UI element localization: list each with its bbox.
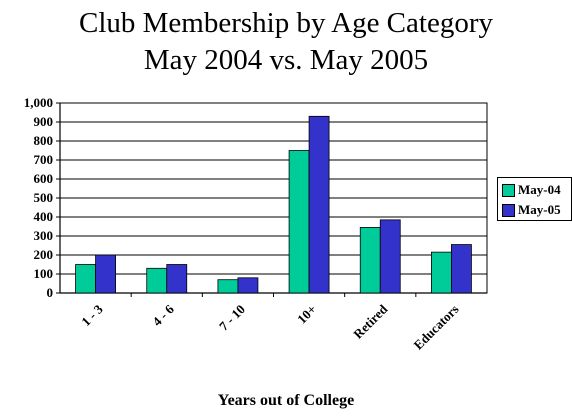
y-tick-label: 1,000 xyxy=(24,95,53,110)
x-tick-label: Retired xyxy=(350,301,391,342)
y-tick-label: 400 xyxy=(34,209,54,224)
legend-label-may-04: May-04 xyxy=(518,182,561,197)
x-axis-label: Years out of College xyxy=(217,392,355,409)
x-tick-label: 1 - 3 xyxy=(78,301,106,329)
bar-may-05-0 xyxy=(95,254,116,294)
y-tick-label: 800 xyxy=(34,133,54,148)
bar-may-05-4 xyxy=(379,219,401,294)
bar-may-04-2 xyxy=(217,279,239,294)
y-tick-label: 700 xyxy=(34,152,54,167)
legend-item-may-04: May-04 xyxy=(502,182,561,198)
y-tick-label: 900 xyxy=(34,114,54,129)
x-tick-label: Educators xyxy=(411,302,462,353)
bar-may-04-0 xyxy=(75,264,96,294)
bar-may-04-5 xyxy=(431,251,452,294)
x-tick-label: 7 - 10 xyxy=(216,302,248,334)
legend-label-may-05: May-05 xyxy=(518,202,561,217)
y-tick-label: 100 xyxy=(34,266,54,281)
bar-may-04-1 xyxy=(146,267,168,294)
legend-swatch-may-04 xyxy=(502,183,515,197)
bar-may-04-3 xyxy=(288,150,310,294)
bar-may-05-5 xyxy=(451,244,472,294)
legend: May-04 May-05 xyxy=(497,177,572,221)
y-tick-label: 200 xyxy=(34,247,54,262)
legend-swatch-may-05 xyxy=(502,203,515,217)
chart-title-line-1: Club Membership by Age Category xyxy=(78,7,493,39)
y-tick-label: 300 xyxy=(34,228,54,243)
x-tick-label: 4 - 6 xyxy=(149,301,177,329)
y-tick-label: 600 xyxy=(34,171,54,186)
bar-may-05-3 xyxy=(308,115,330,294)
y-tick-label: 500 xyxy=(34,190,54,205)
chart-title-line-2: May 2004 vs. May 2005 xyxy=(143,44,429,76)
bar-may-05-2 xyxy=(237,277,259,294)
legend-item-may-05: May-05 xyxy=(502,202,561,218)
bar-may-05-1 xyxy=(166,264,188,294)
y-tick-label: 0 xyxy=(47,285,54,300)
bar-may-04-4 xyxy=(359,227,381,294)
x-tick-label: 10+ xyxy=(294,302,319,327)
